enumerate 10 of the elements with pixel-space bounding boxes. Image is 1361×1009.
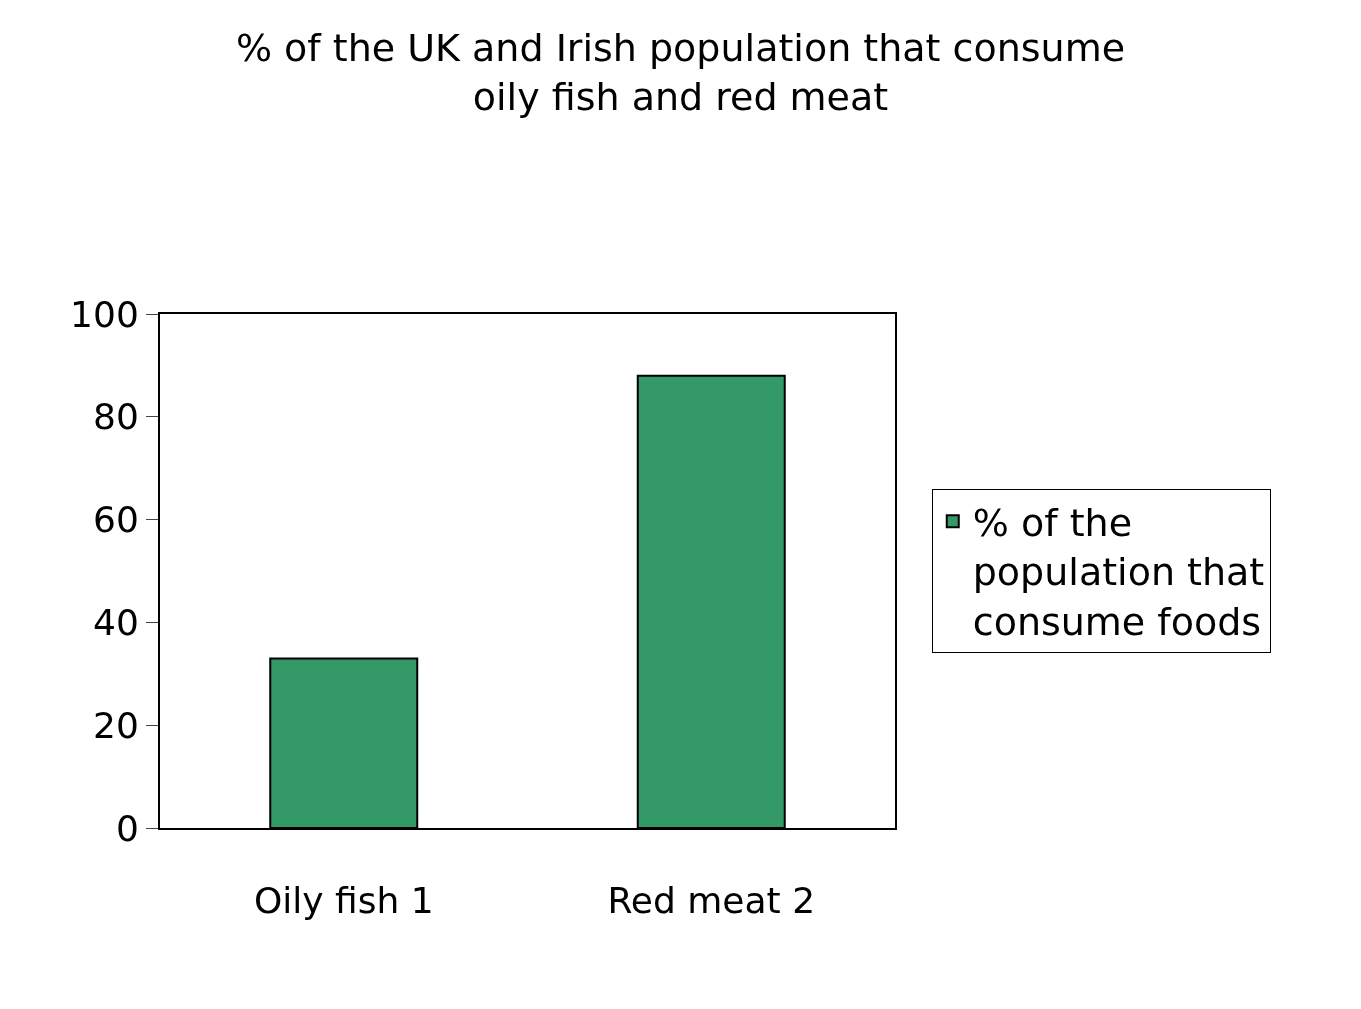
y-tick-label: 80 <box>92 396 139 438</box>
y-tick-label: 0 <box>115 807 139 849</box>
x-tick-label: Red meat 2 <box>607 880 816 922</box>
chart-title: % of the UK and Irish population that consume oily fish and red meat <box>235 25 1126 119</box>
legend-label: % of the population that consume foods <box>972 501 1265 644</box>
y-tick-label: 40 <box>92 602 139 643</box>
y-tick-label: 20 <box>92 704 139 746</box>
y-tick-label: 60 <box>92 499 139 541</box>
x-tick-label: Oily fish 1 <box>253 880 434 922</box>
y-tick-label: 100 <box>70 293 139 335</box>
